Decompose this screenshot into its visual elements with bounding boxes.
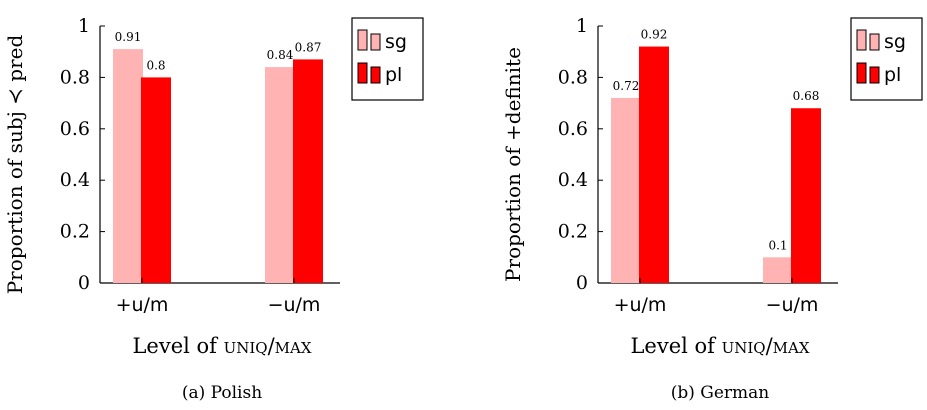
legend-swatch-pl: [856, 62, 867, 84]
bar-sg-0: [611, 97, 641, 284]
bar-pl-1: [293, 59, 323, 283]
data-label: 0.87: [295, 40, 322, 54]
data-label: 0.68: [793, 89, 820, 103]
y-tick-label: 0.2: [60, 221, 90, 243]
x-tick-label: +u/m: [614, 294, 667, 316]
legend: sg pl: [850, 17, 923, 101]
x-axis-label-prefix: Level of: [630, 334, 721, 358]
legend-swatch-pl: [357, 62, 368, 84]
legend-label-sg: sg: [884, 31, 906, 53]
bar-sg-1: [265, 67, 295, 284]
legend-swatch-sg-b: [869, 33, 880, 51]
y-axis-label: Proportion of subj ≺ pred: [3, 35, 27, 295]
y-tick-label: 0.2: [558, 221, 588, 243]
data-label: 0.84: [267, 48, 294, 62]
y-axis-label: Proportion of +definite: [501, 47, 525, 282]
y-tick-label: 0.4: [558, 169, 588, 191]
legend-swatch-sg: [357, 29, 368, 51]
legend-swatch-pl-b: [370, 66, 381, 84]
legend-swatch-sg: [856, 29, 867, 51]
legend: sg pl: [351, 17, 424, 101]
y-tick-label: 0.8: [60, 66, 90, 88]
x-tick-label: −u/m: [268, 294, 321, 316]
data-label: 0.91: [115, 30, 142, 44]
bar-pl-0: [639, 46, 669, 284]
bar-sg-0: [113, 49, 143, 283]
data-label: 0.8: [146, 58, 165, 72]
figure-caption: (a) Polish: [182, 383, 262, 403]
data-label: 0.72: [613, 79, 640, 93]
bar-pl-1: [791, 108, 821, 284]
x-axis-label: Level of uniq/max: [132, 334, 311, 358]
chart-german: 0 0.2 0.4 0.6 0.8 1 0.72 0.1 0.92 0.68 +u/m −u/m Lev…: [501, 15, 923, 403]
y-tick-label: 0.8: [558, 66, 588, 88]
x-axis-label: Level of uniq/max: [630, 334, 809, 358]
y-tick-label: 1: [576, 15, 588, 37]
y-tick-label: 0: [78, 272, 90, 294]
chart-polish: 0 0.2 0.4 0.6 0.8 1 0.91 0.84 0.8 0.87 +u/m −u/m Lev…: [3, 15, 424, 403]
x-axis-label-smallcaps: uniq/max: [722, 334, 810, 358]
bar-sg-1: [763, 257, 793, 283]
legend-label-sg: sg: [385, 31, 407, 53]
data-label: 0.92: [641, 28, 668, 42]
y-tick-label: 0.6: [558, 118, 588, 140]
figure-caption: (b) German: [671, 383, 770, 403]
data-label: 0.1: [768, 238, 787, 252]
x-axis-label-prefix: Level of: [132, 334, 223, 358]
x-tick-label: +u/m: [116, 294, 169, 316]
y-tick-label: 0: [576, 272, 588, 294]
y-tick-label: 1: [78, 15, 90, 37]
bar-pl-0: [141, 77, 171, 284]
x-axis-label-smallcaps: uniq/max: [224, 334, 312, 358]
legend-swatch-sg-b: [370, 33, 381, 51]
y-tick-label: 0.4: [60, 169, 90, 191]
legend-swatch-pl-b: [869, 66, 880, 84]
x-tick-label: −u/m: [766, 294, 819, 316]
legend-label-pl: pl: [884, 64, 901, 86]
y-tick-label: 0.6: [60, 118, 90, 140]
legend-label-pl: pl: [385, 64, 402, 86]
